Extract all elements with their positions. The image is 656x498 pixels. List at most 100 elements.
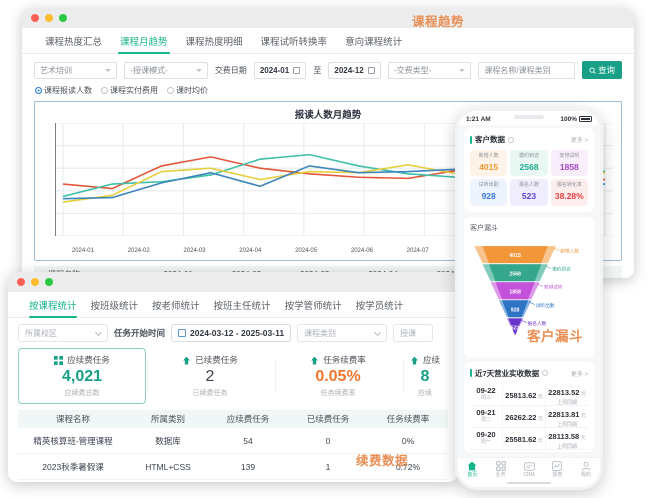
phone-tab-grid-apps[interactable]: 业务 [486, 461, 514, 478]
help-icon[interactable] [508, 136, 514, 143]
revenue-weekday: 周三 [480, 395, 491, 402]
kpi-card-sub: 应续费总数 [64, 389, 100, 397]
customer-kpi-tile[interactable]: 安排试听 1858 [550, 150, 588, 177]
keyword-input[interactable]: 课程名称/课程类别 [478, 61, 575, 79]
phone-tab-user[interactable]: 我的 [572, 461, 600, 478]
tab-by-academic-manager[interactable]: 按学管师统计 [284, 301, 342, 312]
phone-tab-crm-card[interactable]: CRM [515, 462, 543, 478]
status-time: 1:21 AM [466, 115, 491, 123]
date-from-value: 2024-01 [259, 65, 290, 75]
kpi-label: 安排试听 [559, 153, 580, 159]
funnel-title: 客户漏斗 [470, 224, 498, 232]
maximize-window-button[interactable] [45, 278, 53, 286]
date-to-value: 2024-12 [334, 65, 364, 75]
renewal-col-1: 所属类别 [150, 414, 185, 424]
tab-intent-course-stats[interactable]: 意向课程统计 [345, 37, 403, 48]
customer-data-more-link[interactable]: 更多 > [570, 138, 588, 144]
revenue-last-week: 22813.81 元上周同期 [545, 403, 588, 429]
close-window-button[interactable] [17, 278, 25, 286]
search-button[interactable]: 查询 [581, 61, 622, 79]
phone-tab-label: 报表 [552, 472, 563, 478]
cell-renewal-rate: 0% [401, 435, 415, 446]
battery-icon [579, 116, 592, 122]
tab-course-trial-conversion[interactable]: 课程试听转换率 [260, 37, 328, 48]
customer-kpi-tile[interactable]: 新增人数 4015 [470, 150, 508, 177]
task-date-range-input[interactable]: 2024-03-12 - 2025-03-11 [171, 324, 292, 342]
revenue-compare-label: 上周同期 [556, 421, 577, 428]
tab-by-head-teacher[interactable]: 按班主任统计 [213, 301, 271, 312]
teaching-select[interactable]: 授课 [393, 324, 434, 342]
minimize-window-button[interactable] [45, 14, 53, 22]
chevron-down-icon [459, 68, 466, 72]
kpi-value: 928 [481, 190, 496, 201]
maximize-window-button[interactable] [59, 14, 67, 22]
help-icon[interactable] [542, 370, 549, 376]
kpi-card-header: 任务续费率 [310, 354, 366, 366]
revenue-today-value: 25813.62 [505, 391, 537, 400]
campus-select[interactable]: 所属校区 [18, 324, 108, 342]
funnel-stage [482, 245, 548, 263]
kpi-card-due-renewal-tasks[interactable]: 应续费任务 4,021 应续费总数 [18, 348, 146, 404]
chevron-down-icon [195, 68, 202, 72]
customer-kpi-tile[interactable]: 邀约到访 2568 [510, 150, 548, 177]
tab-course-heat-summary[interactable]: 课程热度汇总 [45, 37, 103, 48]
kpi-value: 2568 [519, 161, 539, 172]
kpi-card-due-amount[interactable]: 应续 8 应续 [402, 348, 448, 404]
radio-paid-fee[interactable]: 课程实付费用 [101, 85, 158, 96]
minimize-window-button[interactable] [31, 278, 39, 286]
tab-by-teacher[interactable]: 按老师统计 [152, 301, 200, 312]
category-select[interactable]: 艺术培训 [34, 61, 118, 79]
list-item[interactable]: 09-20 周一 25581.62 元 28113.58 元上周同期 [470, 425, 588, 451]
trend-filter-row: 艺术培训 -授课模式- 交费日期 2024-01 至 2024-12 -交费类型… [22, 54, 634, 82]
tab-by-class[interactable]: 按班级统计 [90, 301, 139, 312]
section-accent-bar [470, 135, 472, 144]
customer-kpi-grid: 新增人数 4015 邀约到访 2568 安排试听 1858 试听出勤 928 报名人数 523 报名… [470, 150, 588, 206]
radio-enroll-count[interactable]: 课程报读人数 [35, 85, 92, 96]
phone-tab-home[interactable]: 首页 [458, 461, 486, 478]
kpi-card-task-renewal-rate[interactable]: 任务续费率 0.05% 任务续费率 [274, 348, 402, 404]
table-row[interactable]: 2023秋季暑假课 HTML+CSS 139 1 0.72% [18, 454, 448, 480]
funnel-stage [502, 299, 529, 317]
table-row[interactable]: 精英核算班-管理课程 数据库 54 0 0% [18, 428, 448, 454]
kpi-card-renewed-tasks[interactable]: 已续费任务 2 已续费任务 [146, 348, 274, 404]
renewal-col-4: 任务续费率 [386, 414, 430, 424]
customer-kpi-tile[interactable]: 试听出勤 928 [470, 179, 508, 206]
chart-title: 报读人数月趋势 [294, 110, 362, 121]
home-icon [458, 461, 486, 471]
grid-apps-icon [486, 461, 514, 471]
customer-data-card: 客户数据 更多 > 新增人数 4015 邀约到访 2568 安排试听 1858 试听出勤 92… [464, 128, 594, 212]
funnel-stage-label: 试听出勤 [536, 301, 555, 308]
teaching-mode-select[interactable]: -授课模式- [124, 61, 208, 79]
window-titlebar: 课程趋势 [22, 8, 634, 29]
cell-renewed-tasks: 0 [325, 435, 331, 446]
revenue-date: 09-22 周三 [470, 386, 502, 402]
payment-type-select[interactable]: -交费类型- [387, 61, 472, 79]
list-item[interactable]: 09-22 周三 25813.62 元 22813.52 元上周同期 [470, 381, 588, 407]
revenue-weekday: 周二 [480, 417, 491, 424]
tab-by-course[interactable]: 按课程统计 [22, 298, 84, 318]
close-window-button[interactable] [31, 14, 39, 22]
phone-tab-chart-report[interactable]: 报表 [543, 461, 571, 478]
trend-tab-bar: 课程热度汇总 课程月趋势 课程热度明细 课程试听转换率 意向课程统计 [22, 28, 634, 54]
category-select-value: 艺术培训 [40, 65, 72, 75]
renewal-col-2: 应续费任务 [226, 414, 270, 424]
tab-course-month-trend[interactable]: 课程月趋势 [111, 34, 177, 54]
list-item[interactable]: 09-21 周二 26262.22 元 22813.81 元上周同期 [470, 403, 588, 429]
date-from-input[interactable]: 2024-01 [253, 61, 307, 79]
customer-kpi-tile[interactable]: 报名转化率 38.28% [550, 179, 588, 206]
radio-avg-price[interactable]: 课时均价 [167, 85, 208, 96]
revenue-more-link[interactable]: 更多 > [570, 371, 588, 378]
teaching-select-placeholder: 授课 [400, 328, 417, 338]
x-tick-label: 2024-05 [295, 248, 318, 254]
tab-by-student[interactable]: 按学员统计 [355, 301, 404, 312]
campus-select-placeholder: 所属校区 [25, 328, 57, 338]
payment-date-label: 交费日期 [214, 65, 247, 75]
kpi-card-header: 已续费任务 [182, 354, 238, 366]
course-type-select-placeholder: 课程类别 [304, 328, 337, 338]
renewal-col-3: 已续费任务 [306, 414, 350, 424]
date-to-input[interactable]: 2024-12 [328, 61, 381, 79]
customer-kpi-tile[interactable]: 报名人数 523 [510, 179, 548, 206]
tab-course-heat-detail[interactable]: 课程热度明细 [185, 37, 243, 48]
funnel-stage-label: 邀约到访 [552, 265, 571, 272]
course-type-select[interactable]: 课程类别 [297, 324, 388, 342]
